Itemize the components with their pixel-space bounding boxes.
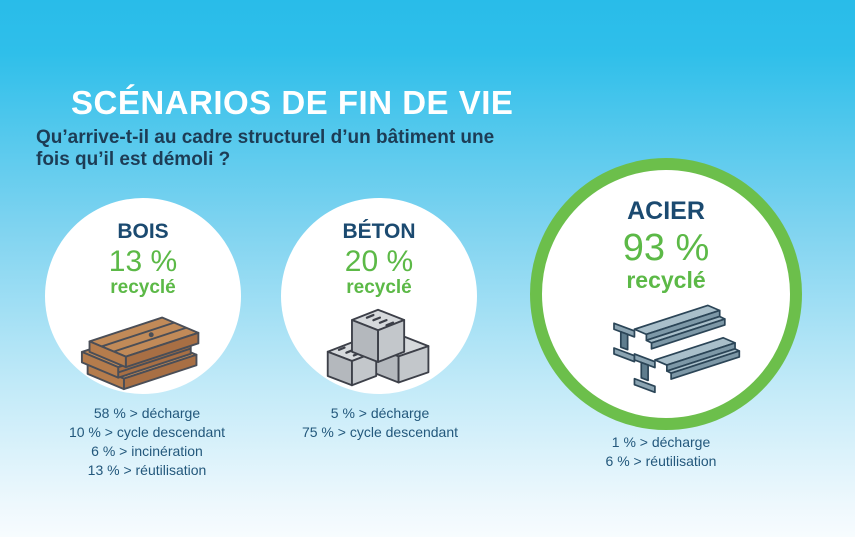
material-recycled-label-bois: recyclé (110, 277, 176, 298)
page-subtitle: Qu’arrive-t-il au cadre structurel d’un … (36, 127, 494, 171)
material-percent-bois: 13 % (108, 245, 178, 278)
steel-beams-icon (590, 296, 742, 400)
material-breakdown-beton: 5 % > décharge 75 % > cycle descendant (260, 404, 500, 442)
material-circle-beton: BÉTON 20 % recyclé (281, 198, 477, 394)
breakdown-line: 1 % > décharge (611, 434, 711, 450)
material-breakdown-acier: 1 % > décharge 6 % > réutilisation (541, 433, 781, 471)
material-name-acier: ACIER (627, 197, 705, 225)
page-subtitle-line1: Qu’arrive-t-il au cadre structurel d’un … (36, 127, 495, 148)
material-name-bois: BOIS (117, 220, 169, 243)
material-percent-beton: 20 % (344, 245, 414, 278)
breakdown-line: 6 % > réutilisation (605, 453, 717, 469)
material-recycled-label-beton: recyclé (346, 277, 412, 298)
breakdown-line: 58 % > décharge (93, 405, 201, 421)
breakdown-line: 75 % > cycle descendant (301, 424, 459, 440)
breakdown-line: 13 % > réutilisation (87, 462, 207, 478)
breakdown-line: 5 % > décharge (330, 405, 430, 421)
material-name-beton: BÉTON (342, 220, 416, 243)
material-breakdown-bois: 58 % > décharge 10 % > cycle descendant … (27, 404, 267, 480)
concrete-blocks-icon (324, 305, 434, 391)
page-subtitle-line2: fois qu’il est démoli ? (36, 149, 231, 170)
wood-planks-icon (80, 305, 206, 395)
breakdown-line: 10 % > cycle descendant (68, 424, 226, 440)
material-circle-acier: ACIER 93 % recyclé (530, 158, 802, 430)
material-recycled-label-acier: recyclé (626, 267, 706, 293)
material-circle-bois: BOIS 13 % recyclé (45, 198, 241, 394)
page-title: SCÉNARIOS DE FIN DE VIE (71, 84, 514, 121)
material-percent-acier: 93 % (622, 227, 710, 269)
breakdown-line: 6 % > incinération (91, 443, 203, 459)
